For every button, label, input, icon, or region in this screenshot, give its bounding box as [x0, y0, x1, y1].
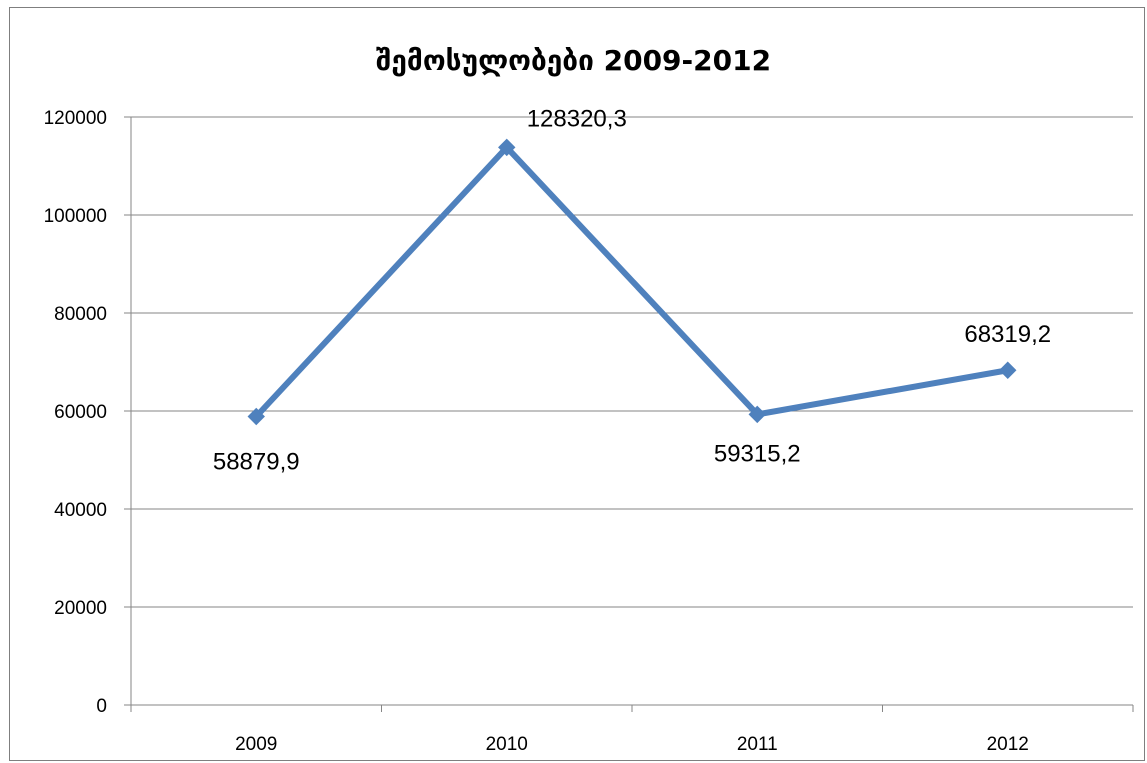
data-label: 68319,2	[964, 321, 1051, 348]
series-line	[253, 144, 1011, 420]
tick-labels: 0 20000 40000 60000 80000 100000 120000 2009 201…	[44, 108, 1029, 755]
x-tick-label: 2009	[235, 734, 277, 755]
data-label: 58879,9	[213, 448, 300, 475]
x-tick-label: 2011	[737, 734, 778, 755]
data-point-marker	[999, 361, 1017, 379]
series-group	[247, 138, 1017, 426]
data-label: 128320,3	[527, 105, 627, 132]
data-label: 59315,2	[714, 440, 801, 467]
y-tick-label: 120000	[44, 108, 107, 129]
data-labels: 58879,9 128320,3 59315,2 68319,2	[213, 105, 1051, 475]
x-tick-label: 2010	[486, 734, 528, 755]
chart-title: შემოსულობები 2009-2012	[375, 44, 772, 77]
axes	[124, 116, 1134, 712]
y-tick-label: 60000	[54, 402, 107, 423]
y-tick-label: 0	[96, 696, 107, 717]
y-tick-label: 40000	[54, 500, 107, 521]
y-tick-label: 20000	[54, 598, 107, 619]
chart-frame	[9, 7, 1145, 761]
data-point-marker	[498, 138, 516, 157]
data-point-marker	[247, 407, 265, 426]
x-tick-label: 2012	[987, 734, 1029, 755]
gridlines	[131, 116, 1133, 608]
y-tick-label: 80000	[54, 304, 107, 325]
data-point-marker	[748, 405, 766, 424]
y-tick-label: 100000	[44, 206, 107, 227]
